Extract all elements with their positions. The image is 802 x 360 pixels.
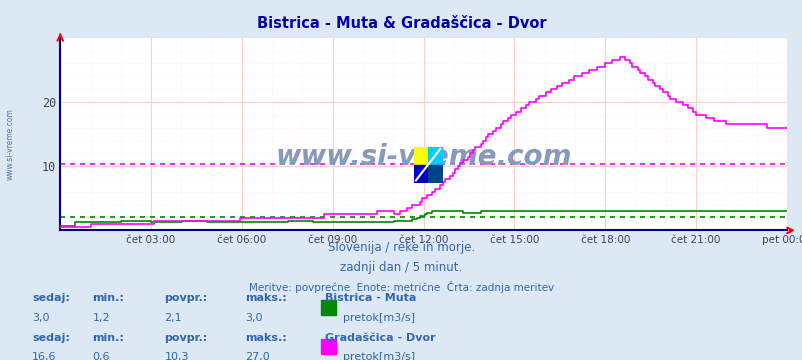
Text: sedaj:: sedaj:: [32, 333, 70, 343]
Text: maks.:: maks.:: [245, 293, 286, 303]
Text: 0,6: 0,6: [92, 352, 110, 360]
Text: povpr.:: povpr.:: [164, 293, 208, 303]
Text: 2,1: 2,1: [164, 313, 182, 323]
Text: www.si-vreme.com: www.si-vreme.com: [275, 143, 571, 171]
Text: min.:: min.:: [92, 293, 124, 303]
Text: maks.:: maks.:: [245, 333, 286, 343]
Text: 27,0: 27,0: [245, 352, 269, 360]
Text: 3,0: 3,0: [245, 313, 262, 323]
Text: 1,2: 1,2: [92, 313, 110, 323]
Text: pretok[m3/s]: pretok[m3/s]: [342, 313, 415, 323]
Text: Gradaščica - Dvor: Gradaščica - Dvor: [325, 333, 435, 343]
Text: povpr.:: povpr.:: [164, 333, 208, 343]
Text: www.si-vreme.com: www.si-vreme.com: [6, 108, 15, 180]
Text: 10,3: 10,3: [164, 352, 189, 360]
Text: pretok[m3/s]: pretok[m3/s]: [342, 352, 415, 360]
Text: Meritve: povprečne  Enote: metrične  Črta: zadnja meritev: Meritve: povprečne Enote: metrične Črta:…: [249, 281, 553, 293]
Text: Slovenija / reke in morje.: Slovenija / reke in morje.: [327, 241, 475, 254]
Text: sedaj:: sedaj:: [32, 293, 70, 303]
Text: Bistrica - Muta: Bistrica - Muta: [325, 293, 416, 303]
Text: zadnji dan / 5 minut.: zadnji dan / 5 minut.: [340, 261, 462, 274]
Text: 16,6: 16,6: [32, 352, 57, 360]
Text: 3,0: 3,0: [32, 313, 50, 323]
Text: Bistrica - Muta & Gradaščica - Dvor: Bistrica - Muta & Gradaščica - Dvor: [257, 16, 545, 31]
Text: min.:: min.:: [92, 333, 124, 343]
